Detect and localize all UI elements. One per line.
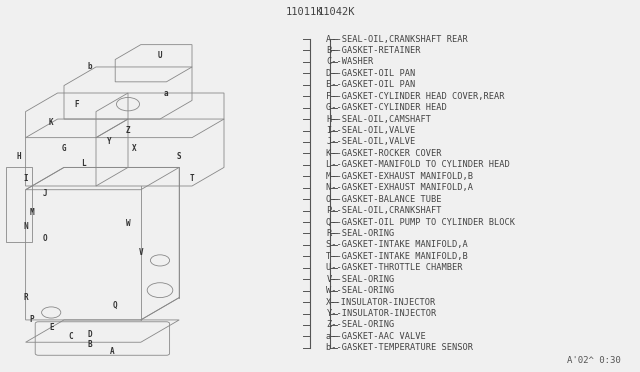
Text: E: E — [49, 323, 54, 332]
Text: F--GASKET-CYLINDER HEAD COVER,REAR: F--GASKET-CYLINDER HEAD COVER,REAR — [326, 92, 505, 101]
Text: E--GASKET-OIL PAN: E--GASKET-OIL PAN — [326, 80, 415, 89]
Text: U: U — [157, 51, 163, 60]
Text: X: X — [132, 144, 137, 153]
Text: L: L — [81, 159, 86, 168]
Text: V--SEAL-ORING: V--SEAL-ORING — [326, 275, 395, 284]
Text: a: a — [164, 89, 169, 97]
Text: D--GASKET-OIL PAN: D--GASKET-OIL PAN — [326, 69, 415, 78]
Text: H: H — [17, 152, 22, 161]
Text: T: T — [189, 174, 195, 183]
Text: Y: Y — [106, 137, 111, 146]
Text: C: C — [68, 332, 73, 341]
Text: O: O — [42, 234, 47, 243]
Text: S: S — [177, 152, 182, 161]
Text: R--SEAL-ORING: R--SEAL-ORING — [326, 229, 395, 238]
Text: P: P — [29, 315, 35, 324]
Text: L--GASKET-MANIFOLD TO CYLINDER HEAD: L--GASKET-MANIFOLD TO CYLINDER HEAD — [326, 160, 510, 169]
Text: N--GASKET-EXHAUST MANIFOLD,A: N--GASKET-EXHAUST MANIFOLD,A — [326, 183, 474, 192]
Text: H--SEAL-OIL,CAMSHAFT: H--SEAL-OIL,CAMSHAFT — [326, 115, 431, 124]
Text: a--GASKET-AAC VALVE: a--GASKET-AAC VALVE — [326, 332, 426, 341]
Text: C--WASHER: C--WASHER — [326, 57, 374, 67]
Text: b: b — [87, 62, 92, 71]
Text: D: D — [87, 330, 92, 339]
Text: G: G — [61, 144, 67, 153]
Text: B: B — [87, 340, 92, 349]
Text: P--SEAL-OIL,CRANKSHAFT: P--SEAL-OIL,CRANKSHAFT — [326, 206, 442, 215]
Text: U--GASKET-THROTTLE CHAMBER: U--GASKET-THROTTLE CHAMBER — [326, 263, 463, 272]
Text: A--SEAL-OIL,CRANKSHAFT REAR: A--SEAL-OIL,CRANKSHAFT REAR — [326, 35, 468, 44]
Text: M--GASKET-EXHAUST MANIFOLD,B: M--GASKET-EXHAUST MANIFOLD,B — [326, 172, 474, 181]
Text: A'02^ 0:30: A'02^ 0:30 — [567, 356, 621, 365]
Text: Q: Q — [113, 301, 118, 310]
Text: T--GASKET-INTAKE MANIFOLD,B: T--GASKET-INTAKE MANIFOLD,B — [326, 252, 468, 261]
Text: J: J — [42, 189, 47, 198]
Text: F: F — [74, 100, 79, 109]
Text: Q--GASKET-OIL PUMP TO CYLINDER BLOCK: Q--GASKET-OIL PUMP TO CYLINDER BLOCK — [326, 218, 515, 227]
Text: N: N — [23, 222, 28, 231]
Text: b--GASKET-TEMPERATURE SENSOR: b--GASKET-TEMPERATURE SENSOR — [326, 343, 474, 352]
Text: M: M — [29, 208, 35, 217]
Text: R: R — [23, 293, 28, 302]
Text: B--GASKET-RETAINER: B--GASKET-RETAINER — [326, 46, 421, 55]
Text: O--GASKET-BALANCE TUBE: O--GASKET-BALANCE TUBE — [326, 195, 442, 203]
Text: W: W — [125, 219, 131, 228]
Text: S--GASKET-INTAKE MANIFOLD,A: S--GASKET-INTAKE MANIFOLD,A — [326, 240, 468, 249]
Text: Z--SEAL-ORING: Z--SEAL-ORING — [326, 320, 395, 330]
Text: K: K — [49, 118, 54, 127]
Text: 11011K: 11011K — [285, 7, 323, 17]
Text: W--SEAL-ORING: W--SEAL-ORING — [326, 286, 395, 295]
Text: 11042K: 11042K — [317, 7, 355, 17]
Text: Z: Z — [125, 126, 131, 135]
Text: J--SEAL-OIL,VALVE: J--SEAL-OIL,VALVE — [326, 138, 415, 147]
Text: K--GASKET-ROCKER COVER: K--GASKET-ROCKER COVER — [326, 149, 442, 158]
Text: X--INSULATOR-INJECTOR: X--INSULATOR-INJECTOR — [326, 298, 436, 307]
Text: G--GASKET-CYLINDER HEAD: G--GASKET-CYLINDER HEAD — [326, 103, 447, 112]
Text: V: V — [138, 248, 143, 257]
Text: Y--INSULATOR-INJECTOR: Y--INSULATOR-INJECTOR — [326, 309, 436, 318]
Text: I: I — [23, 174, 28, 183]
Text: A: A — [109, 347, 115, 356]
Text: I--SEAL-OIL,VALVE: I--SEAL-OIL,VALVE — [326, 126, 415, 135]
